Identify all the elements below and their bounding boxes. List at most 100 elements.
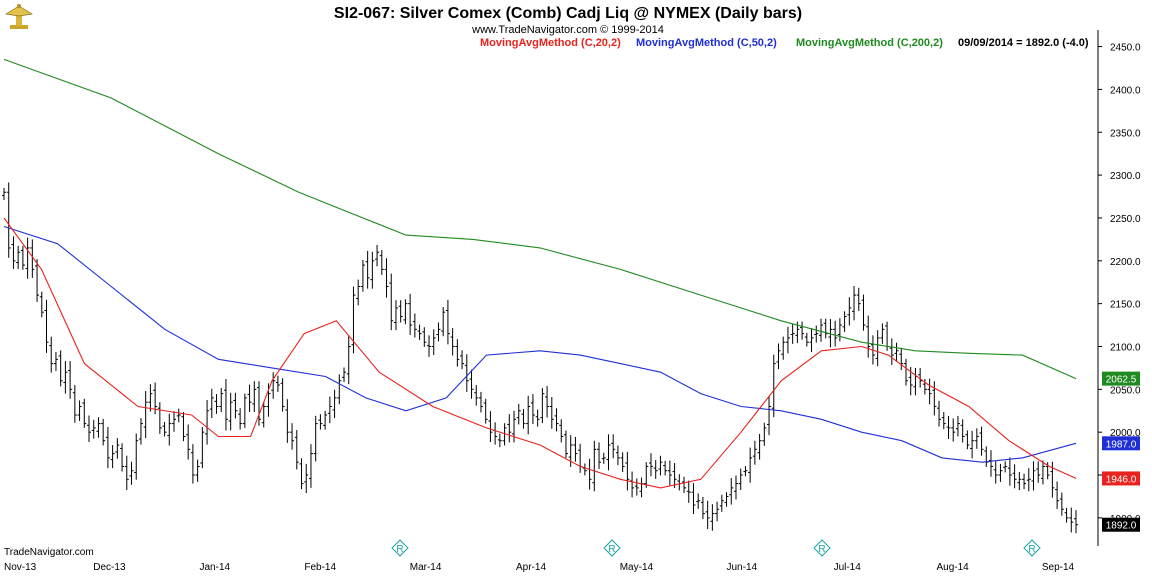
price-bar [837,318,842,342]
price-bar [988,450,993,477]
price-bar [861,294,866,331]
price-bar [190,444,195,484]
x-tick-label: Dec-13 [93,562,126,573]
price-bar [115,438,120,459]
price-bar [82,398,87,428]
price-bar [804,332,809,347]
price-bar [417,324,422,341]
price-bar [275,375,280,392]
price-bar [124,455,129,491]
price-bar [408,293,413,335]
price-bar [209,388,214,419]
value-badge: 1946.0 [1102,471,1140,486]
price-bar [30,239,35,278]
price-bar [663,460,668,476]
value-badge-box [1102,517,1140,532]
price-bar [974,428,979,449]
value-badge: 1987.0 [1102,436,1140,451]
price-bar [1055,481,1060,509]
event-marker: R [603,539,621,557]
price-bar [53,352,58,371]
price-bar [469,369,474,399]
price-bar [516,403,521,425]
x-tick-label: Mar-14 [410,562,442,573]
price-bar [120,443,125,472]
price-bar [167,413,172,446]
price-bar [20,245,25,270]
x-tick-label: Jun-14 [727,562,758,573]
price-bar [738,468,743,491]
price-bar [16,245,21,269]
price-bar [96,417,101,438]
value-badge-box [1102,436,1140,451]
price-bar [488,411,493,443]
price-bar [809,328,814,353]
price-bar [1031,461,1036,491]
price-bar [686,480,691,503]
value-badges: 2062.5 1987.0 1946.0 1892.0 [1102,371,1140,532]
price-bar [743,466,748,477]
event-marker-symbol: R [396,544,403,555]
legend-item-ma200: MovingAvgMethod (C,200,2) [796,37,943,49]
event-marker-diamond [603,539,621,557]
price-bar [941,412,946,430]
x-tick-label: Sep-14 [1042,562,1075,573]
value-badge-box [1102,471,1140,486]
price-bar [927,378,932,405]
price-bar [790,324,795,344]
price-bar [6,182,11,258]
price-bar [35,259,40,302]
price-bar [682,476,687,494]
price-bar [696,493,701,509]
price-bar [318,414,323,430]
price-bar [342,367,347,383]
price-bar [157,402,162,434]
event-marker-diamond [391,539,409,557]
price-bar [478,391,483,413]
price-bar [44,299,49,353]
last-value-text: 09/09/2014 = 1892.0 (-4.0) [958,37,1089,49]
price-bar [200,427,205,469]
price-bar [389,273,394,331]
price-bar [294,430,299,470]
price-bar [181,412,186,442]
price-bar [526,395,531,435]
price-bar [138,418,143,445]
price-bar [1074,510,1078,534]
price-bar [951,418,956,442]
x-tick-label: Jul-14 [834,562,862,573]
price-bar [63,361,68,394]
price-bar [719,494,724,512]
price-bar [332,389,337,419]
price-bar [431,329,436,356]
price-bar [648,453,653,477]
price-bar [176,408,181,423]
event-marker-symbol: R [1028,544,1035,555]
price-bar [587,458,592,490]
legend: MovingAvgMethod (C,20,2) MovingAvgMethod… [480,37,1089,49]
price-bar [507,414,512,443]
price-bar [223,379,228,431]
price-bar [257,381,262,426]
price-bar [148,384,153,412]
price-bar [285,399,290,443]
price-bar [880,323,885,344]
price-bar [1022,473,1027,490]
price-bar [39,291,44,318]
price-bar [214,394,219,414]
copyright-text: www.TradeNavigator.com © 1999-2014 [471,24,664,36]
event-marker: R [391,539,409,557]
price-bar [545,385,550,418]
price-bar [337,374,342,405]
price-bar [705,500,710,530]
chart-title: SI2-067: Silver Comex (Comb) Cadj Liq @ … [334,5,802,22]
price-bar [91,419,96,439]
price-bar [866,315,871,358]
price-bar [530,394,535,425]
price-bar [620,452,625,473]
x-axis: Nov-13 Dec-13 Jan-14 Feb-14 Mar-14 Apr-14 May-… [4,562,1075,573]
price-bar [403,299,408,325]
price-bar [733,475,738,500]
price-bar [247,384,252,413]
price-bar [823,318,828,339]
